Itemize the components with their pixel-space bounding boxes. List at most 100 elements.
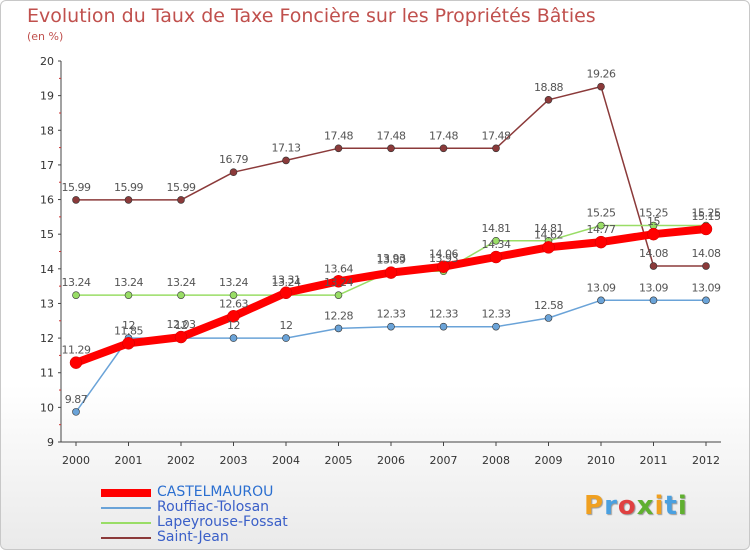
- y-tick-label: 19: [40, 90, 54, 103]
- x-tick-label: 2007: [430, 454, 458, 467]
- x-tick-label: 2009: [535, 454, 563, 467]
- data-label: 12.28: [324, 309, 353, 322]
- y-tick-label: 17: [40, 159, 54, 172]
- x-tick-label: 2000: [62, 454, 90, 467]
- y-tick-label: 20: [40, 55, 54, 68]
- data-label: 13.64: [324, 262, 353, 275]
- data-point: [229, 334, 238, 342]
- data-point: [334, 144, 343, 153]
- y-tick-label: 14: [40, 263, 54, 276]
- data-point: [649, 296, 658, 305]
- data-point: [492, 144, 500, 153]
- data-point: [177, 291, 185, 299]
- data-point: [702, 262, 710, 270]
- data-label: 19.26: [587, 68, 616, 81]
- data-label: 15.25: [587, 207, 616, 220]
- legend-label: CASTELMAUROU: [157, 484, 274, 500]
- data-label: 12: [122, 319, 135, 332]
- data-label: 17.48: [482, 129, 511, 142]
- data-point: [72, 291, 80, 299]
- data-point: [334, 291, 343, 299]
- data-label: 12.58: [534, 299, 563, 312]
- data-label: 17.48: [324, 129, 353, 142]
- chart-subtitle: (en %): [27, 30, 64, 43]
- data-point: [227, 310, 240, 323]
- data-label: 13.31: [272, 274, 301, 287]
- data-label: 13.24: [272, 276, 301, 289]
- data-label: 15.99: [62, 181, 91, 194]
- data-label: 13.24: [167, 276, 196, 289]
- data-point: [437, 260, 450, 273]
- data-label: 12: [280, 319, 293, 332]
- data-point: [279, 286, 293, 299]
- data-point: [544, 314, 553, 322]
- data-label: 13.24: [114, 276, 143, 289]
- legend-label: Lapeyrouse-Fossat: [157, 514, 288, 530]
- x-tick-label: 2008: [482, 454, 510, 467]
- data-point: [647, 227, 660, 241]
- data-point: [282, 156, 290, 165]
- legend-swatch: [101, 489, 151, 497]
- data-label: 12.33: [482, 308, 511, 321]
- data-point: [594, 235, 608, 249]
- y-tick-label: 10: [40, 401, 54, 414]
- data-label: 15: [647, 215, 660, 228]
- x-tick-label: 2005: [325, 454, 353, 467]
- data-point: [492, 236, 500, 245]
- legend-label: Rouffiac-Tolosan: [157, 499, 270, 515]
- data-label: 13.09: [639, 281, 668, 294]
- data-point: [174, 330, 188, 344]
- data-point: [649, 262, 658, 270]
- data-label: 13.24: [324, 276, 353, 289]
- data-label: 14.81: [534, 222, 563, 235]
- data-point: [122, 337, 135, 350]
- data-label: 12.63: [219, 297, 248, 310]
- data-label: 14.34: [482, 238, 511, 251]
- data-label: 12.33: [377, 308, 406, 321]
- legend-swatch: [101, 507, 151, 509]
- x-tick-label: 2003: [220, 454, 248, 467]
- data-point: [702, 296, 710, 305]
- logo-letter: r: [604, 491, 618, 521]
- data-point: [124, 291, 133, 299]
- data-label: 17.48: [429, 129, 458, 142]
- data-label: 14.81: [482, 222, 511, 235]
- data-label: 9.87: [65, 393, 88, 406]
- legend-swatch: [101, 537, 151, 539]
- logo-letter: o: [617, 491, 637, 521]
- data-label: 13.89: [377, 254, 406, 267]
- data-point: [332, 275, 345, 288]
- data-point: [387, 144, 395, 153]
- proxiti-logo: Proxiti: [584, 491, 688, 521]
- y-tick-label: 15: [40, 228, 54, 241]
- data-label: 18.88: [534, 81, 563, 94]
- data-point: [387, 322, 395, 331]
- legend-swatch: [101, 522, 151, 524]
- logo-letter: t: [664, 491, 678, 521]
- data-point: [542, 241, 555, 254]
- x-tick-label: 2001: [115, 454, 143, 467]
- data-point: [72, 196, 80, 204]
- data-point: [282, 334, 290, 342]
- x-tick-label: 2004: [272, 454, 300, 467]
- data-label: 15.25: [692, 207, 721, 220]
- data-point: [439, 144, 448, 153]
- y-tick-label: 9: [47, 436, 54, 449]
- data-label: 14.08: [639, 247, 668, 260]
- x-tick-label: 2011: [640, 454, 668, 467]
- data-point: [334, 324, 343, 333]
- data-label: 14.08: [692, 247, 721, 260]
- data-point: [492, 322, 500, 331]
- logo-letter: i: [654, 491, 665, 521]
- data-label: 13.24: [62, 276, 91, 289]
- data-label: 13.93: [429, 252, 458, 265]
- data-label: 15.99: [167, 181, 196, 194]
- data-point: [229, 168, 238, 176]
- data-label: 11.29: [62, 344, 91, 357]
- logo-letter: P: [584, 491, 605, 521]
- logo-letter: x: [636, 491, 655, 521]
- data-point: [699, 222, 713, 236]
- data-point: [229, 291, 238, 299]
